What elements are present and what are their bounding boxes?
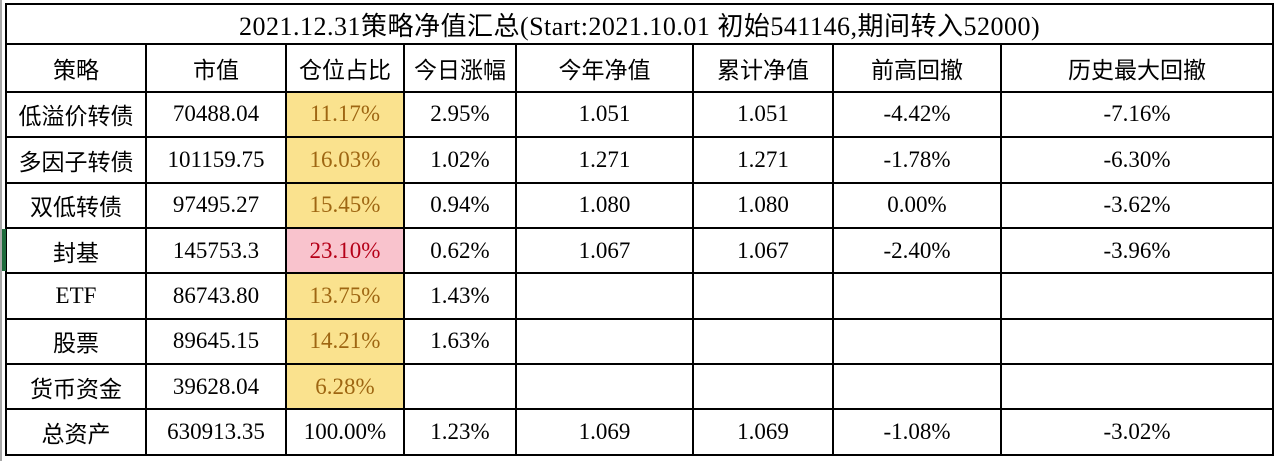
table-row-multifactor-cb: 多因子转债 101159.75 16.03% 1.02% 1.271 1.271…	[5, 136, 1275, 184]
cell-max-drawdown[interactable]: -6.30%	[999, 136, 1275, 184]
cell-position-pct[interactable]: 6.28%	[285, 363, 405, 411]
column-header-strategy[interactable]: 策略	[5, 43, 147, 93]
cell-strategy[interactable]: 货币资金	[5, 363, 147, 411]
cell-strategy[interactable]: 封基	[5, 226, 147, 275]
cell-cumulative-nav[interactable]: 1.080	[692, 181, 834, 229]
cell-drawdown-from-high[interactable]	[832, 272, 1002, 320]
cell-max-drawdown[interactable]: -3.96%	[999, 226, 1275, 275]
cell-max-drawdown[interactable]: -3.62%	[999, 181, 1275, 229]
cell-cumulative-nav[interactable]	[692, 272, 834, 320]
cell-position-pct[interactable]: 13.75%	[285, 272, 405, 320]
cell-selection-indicator	[2, 229, 6, 271]
table-row-double-low-cb: 双低转债 97495.27 15.45% 0.94% 1.080 1.080 0…	[5, 181, 1275, 229]
cell-position-pct[interactable]: 16.03%	[285, 136, 405, 184]
column-header-drawdown-from-high[interactable]: 前高回撤	[832, 43, 1002, 93]
cell-today-change[interactable]: 1.02%	[403, 136, 517, 184]
cell-market-value[interactable]: 39628.04	[145, 363, 287, 411]
cell-market-value[interactable]: 145753.3	[145, 226, 287, 275]
cell-ytd-nav[interactable]: 1.051	[515, 90, 694, 139]
page-title[interactable]: 2021.12.31策略净值汇总(Start:2021.10.01 初始5411…	[4, 2, 1275, 46]
cell-max-drawdown[interactable]	[999, 317, 1275, 366]
cell-cumulative-nav[interactable]	[692, 317, 834, 366]
cell-position-pct[interactable]: 15.45%	[285, 181, 405, 229]
cell-today-change[interactable]: 2.95%	[403, 90, 517, 139]
cell-market-value[interactable]: 70488.04	[145, 90, 287, 139]
cell-today-change[interactable]	[403, 363, 517, 411]
table-row-etf: ETF 86743.80 13.75% 1.43%	[5, 272, 1275, 320]
cell-market-value[interactable]: 101159.75	[145, 136, 287, 184]
cell-position-pct[interactable]: 23.10%	[285, 226, 405, 275]
cell-strategy[interactable]: 双低转债	[5, 181, 147, 229]
cell-drawdown-from-high[interactable]: -1.08%	[832, 408, 1002, 456]
column-header-ytd-nav[interactable]: 今年净值	[515, 43, 694, 93]
cell-ytd-nav[interactable]: 1.080	[515, 181, 694, 229]
cell-cumulative-nav[interactable]	[692, 363, 834, 411]
cell-market-value[interactable]: 97495.27	[145, 181, 287, 229]
cell-cumulative-nav[interactable]: 1.069	[692, 408, 834, 456]
cell-strategy[interactable]: 股票	[5, 317, 147, 366]
table-row-total-assets: 总资产 630913.35 100.00% 1.23% 1.069 1.069 …	[5, 408, 1275, 456]
table-row-low-premium-cb: 低溢价转债 70488.04 11.17% 2.95% 1.051 1.051 …	[5, 90, 1275, 139]
cell-ytd-nav[interactable]: 1.069	[515, 408, 694, 456]
column-header-max-drawdown[interactable]: 历史最大回撤	[999, 43, 1275, 93]
table-row-stocks: 股票 89645.15 14.21% 1.63%	[5, 317, 1275, 366]
table-title-row: 2021.12.31策略净值汇总(Start:2021.10.01 初始5411…	[4, 2, 1275, 46]
cell-today-change[interactable]: 1.23%	[403, 408, 517, 456]
cell-max-drawdown[interactable]	[999, 363, 1275, 411]
cell-drawdown-from-high[interactable]: -1.78%	[832, 136, 1002, 184]
cell-strategy[interactable]: ETF	[5, 272, 147, 320]
column-header-today-change[interactable]: 今日涨幅	[403, 43, 517, 93]
cell-cumulative-nav[interactable]: 1.271	[692, 136, 834, 184]
column-header-market-value[interactable]: 市值	[145, 43, 287, 93]
cell-drawdown-from-high[interactable]	[832, 363, 1002, 411]
cell-max-drawdown[interactable]: -7.16%	[999, 90, 1275, 139]
table-row-money-fund: 货币资金 39628.04 6.28%	[5, 363, 1275, 411]
cell-strategy[interactable]: 多因子转债	[5, 136, 147, 184]
window-edge-strip	[0, 0, 2, 461]
cell-ytd-nav[interactable]: 1.067	[515, 226, 694, 275]
table-row-closed-end-fund: 封基 145753.3 23.10% 0.62% 1.067 1.067 -2.…	[5, 226, 1275, 275]
cell-position-pct[interactable]: 100.00%	[285, 408, 405, 456]
cell-market-value[interactable]: 89645.15	[145, 317, 287, 366]
cell-position-pct[interactable]: 11.17%	[285, 90, 405, 139]
cell-drawdown-from-high[interactable]: -2.40%	[832, 226, 1002, 275]
cell-ytd-nav[interactable]	[515, 272, 694, 320]
table-header-row: 策略 市值 仓位占比 今日涨幅 今年净值 累计净值 前高回撤 历史最大回撤	[5, 43, 1275, 93]
cell-ytd-nav[interactable]	[515, 317, 694, 366]
cell-today-change[interactable]: 1.43%	[403, 272, 517, 320]
cell-market-value[interactable]: 86743.80	[145, 272, 287, 320]
cell-max-drawdown[interactable]: -3.02%	[999, 408, 1275, 456]
cell-market-value[interactable]: 630913.35	[145, 408, 287, 456]
cell-ytd-nav[interactable]	[515, 363, 694, 411]
cell-strategy[interactable]: 低溢价转债	[5, 90, 147, 139]
cell-drawdown-from-high[interactable]: 0.00%	[832, 181, 1002, 229]
column-header-cumulative-nav[interactable]: 累计净值	[692, 43, 834, 93]
cell-position-pct[interactable]: 14.21%	[285, 317, 405, 366]
cell-today-change[interactable]: 0.62%	[403, 226, 517, 275]
cell-today-change[interactable]: 0.94%	[403, 181, 517, 229]
cell-ytd-nav[interactable]: 1.271	[515, 136, 694, 184]
cell-drawdown-from-high[interactable]	[832, 317, 1002, 366]
cell-today-change[interactable]: 1.63%	[403, 317, 517, 366]
cell-max-drawdown[interactable]	[999, 272, 1275, 320]
cell-strategy[interactable]: 总资产	[5, 408, 147, 456]
cell-drawdown-from-high[interactable]: -4.42%	[832, 90, 1002, 139]
column-header-position-pct[interactable]: 仓位占比	[285, 43, 405, 93]
cell-cumulative-nav[interactable]: 1.051	[692, 90, 834, 139]
strategy-nav-summary-table: 2021.12.31策略净值汇总(Start:2021.10.01 初始5411…	[4, 2, 1275, 456]
cell-cumulative-nav[interactable]: 1.067	[692, 226, 834, 275]
